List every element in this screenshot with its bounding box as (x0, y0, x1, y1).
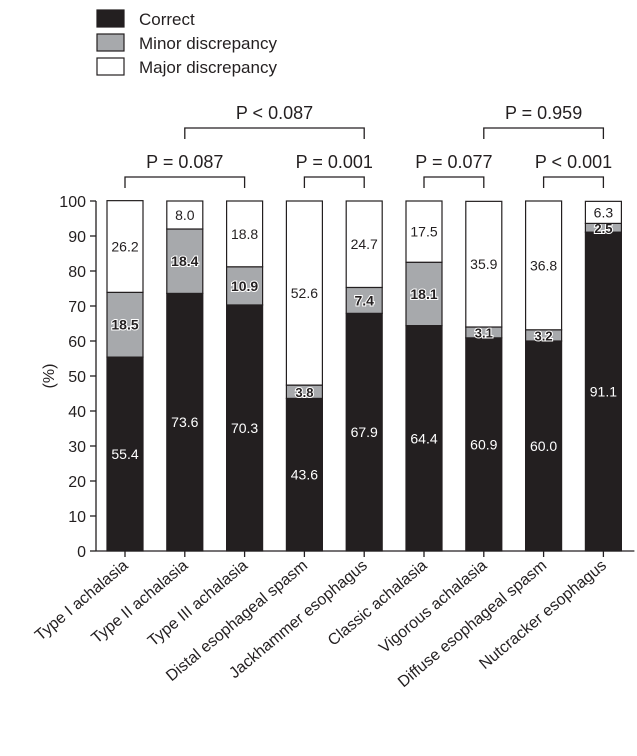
p-value-p-0-001: P = 0.001 (296, 152, 373, 172)
legend-label-correct: Correct (139, 10, 195, 29)
bar-type-iii-achalasia-correct (226, 304, 264, 552)
bracket-p-0-001 (542, 176, 605, 188)
y-tick-label-40: 40 (68, 404, 86, 421)
x-tick-label-classic-achalasia: Classic achalasia (325, 557, 431, 650)
legend-label-major-discrepancy: Major discrepancy (139, 58, 277, 77)
data-label-type-ii-achalasia-minor-discrepancy: 18.4 (171, 253, 198, 269)
data-label-type-iii-achalasia-minor-discrepancy: 10.9 (231, 278, 258, 294)
p-value-p-0-087: P = 0.087 (146, 152, 223, 172)
data-label-type-i-achalasia-major-discrepancy: 26.2 (111, 239, 138, 255)
legend-swatch-minor-discrepancy (96, 33, 125, 52)
data-label-vigorous-achalasia-minor-discrepancy: 3.1 (475, 325, 493, 340)
bracket-p-0-959 (483, 127, 605, 139)
data-label-diffuse-esophageal-spasm-correct: 60.0 (530, 438, 557, 454)
data-label-classic-achalasia-correct: 64.4 (410, 430, 437, 446)
bar-distal-esophageal-spasm-major-discrepancy (285, 200, 323, 386)
legend-label-minor-discrepancy: Minor discrepancy (139, 34, 277, 53)
data-label-type-i-achalasia-correct: 55.4 (111, 446, 138, 462)
bar-classic-achalasia-minor-discrepancy (405, 261, 443, 327)
data-label-classic-achalasia-minor-discrepancy: 18.1 (410, 286, 437, 302)
data-label-type-iii-achalasia-correct: 70.3 (231, 420, 258, 436)
bar-classic-achalasia-major-discrepancy (405, 200, 443, 263)
data-label-diffuse-esophageal-spasm-major-discrepancy: 36.8 (530, 257, 557, 273)
bar-jackhammer-esophagus-major-discrepancy (345, 200, 383, 289)
data-label-jackhammer-esophagus-minor-discrepancy: 7.4 (354, 292, 374, 308)
bar-nutcracker-esophagus-major-discrepancy (584, 200, 623, 225)
y-axis: 0 10 20 30 40 50 60 70 80 90 100 (59, 194, 97, 561)
legend: Correct Minor discrepancy Major discrepanc… (96, 9, 277, 77)
data-label-vigorous-achalasia-major-discrepancy: 35.9 (470, 256, 497, 272)
bar-type-i-achalasia-correct (106, 356, 144, 552)
x-tick-label-vigorous-achalasia: Vigorous achalasia (376, 557, 490, 657)
bar-distal-esophageal-spasm-correct (285, 397, 323, 552)
y-tick-label-80: 80 (68, 264, 86, 281)
y-tick-label-60: 60 (68, 334, 86, 351)
bar-vigorous-achalasia-major-discrepancy (465, 200, 503, 328)
data-label-distal-esophageal-spasm-minor-discrepancy: 3.8 (295, 385, 313, 400)
data-label-type-iii-achalasia-major-discrepancy: 18.8 (231, 226, 258, 242)
bracket-p-0-087 (124, 176, 246, 188)
data-label-type-ii-achalasia-correct: 73.6 (171, 414, 198, 430)
data-label-vigorous-achalasia-correct: 60.9 (470, 436, 497, 452)
bar-jackhammer-esophagus-correct (345, 312, 383, 552)
bracket-p-0-087 (184, 127, 365, 139)
data-label-type-ii-achalasia-major-discrepancy: 8.0 (175, 207, 195, 223)
data-label-nutcracker-esophagus-correct: 91.1 (590, 384, 617, 400)
y-tick-label-30: 30 (68, 439, 86, 456)
y-tick-label-0: 0 (77, 544, 86, 561)
bar-classic-achalasia-correct (405, 325, 443, 552)
data-label-type-i-achalasia-minor-discrepancy: 18.5 (111, 317, 138, 333)
p-value-p-0-959: P = 0.959 (505, 103, 582, 123)
data-label-distal-esophageal-spasm-major-discrepancy: 52.6 (291, 285, 318, 301)
bar-nutcracker-esophagus-correct (584, 231, 623, 552)
bracket-p-0-001 (303, 176, 365, 188)
y-tick-label-70: 70 (68, 299, 86, 316)
data-label-jackhammer-esophagus-major-discrepancy: 24.7 (351, 236, 378, 252)
bar-jackhammer-esophagus-minor-discrepancy (345, 286, 383, 314)
p-value-p-0-087: P < 0.087 (236, 103, 313, 123)
significance-annotations: P = 0.087 P < 0.087 P = 0.001 P = 0.077 P = … (124, 103, 612, 188)
data-label-classic-achalasia-major-discrepancy: 17.5 (410, 224, 437, 240)
p-value-p-0-077: P = 0.077 (415, 152, 492, 172)
bar-type-iii-achalasia-minor-discrepancy (226, 266, 264, 306)
bracket-p-0-077 (423, 176, 485, 188)
y-tick-label-100: 100 (59, 194, 86, 211)
x-tick-label-type-iii-achalasia: Type III achalasia (145, 557, 251, 650)
p-value-p-0-001: P < 0.001 (535, 152, 612, 172)
bar-diffuse-esophageal-spasm-major-discrepancy (524, 200, 563, 331)
legend-swatch-correct (96, 9, 125, 28)
bar-type-i-achalasia-major-discrepancy (106, 200, 144, 293)
y-axis-label: (%) (41, 364, 58, 389)
bar-vigorous-achalasia-correct (465, 337, 503, 552)
bar-type-ii-achalasia-major-discrepancy (166, 200, 204, 230)
y-tick-label-20: 20 (68, 474, 86, 491)
y-tick-label-50: 50 (68, 369, 86, 386)
data-label-nutcracker-esophagus-major-discrepancy: 6.3 (594, 204, 614, 220)
bar-type-iii-achalasia-major-discrepancy (226, 200, 264, 268)
data-label-jackhammer-esophagus-correct: 67.9 (351, 424, 378, 440)
y-tick-label-10: 10 (68, 509, 86, 526)
y-tick-label-90: 90 (68, 229, 86, 246)
bars: 55.4 18.5 26.2 73.6 18.4 8.0 70.3 10.9 18.8 43.6 3… (106, 200, 623, 552)
bar-type-ii-achalasia-minor-discrepancy (166, 228, 204, 295)
data-label-nutcracker-esophagus-minor-discrepancy: 2.5 (594, 221, 612, 236)
legend-swatch-major-discrepancy (96, 57, 125, 76)
data-label-distal-esophageal-spasm-correct: 43.6 (291, 467, 318, 483)
data-label-diffuse-esophageal-spasm-minor-discrepancy: 3.2 (535, 328, 553, 343)
